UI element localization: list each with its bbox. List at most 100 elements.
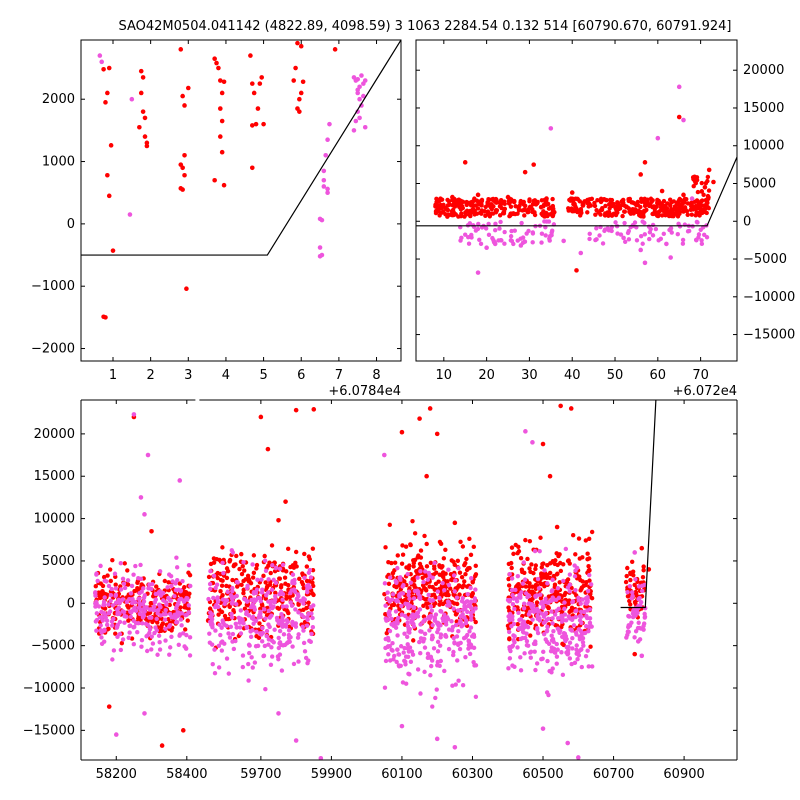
magenta-point	[556, 606, 561, 612]
magenta-point	[625, 230, 631, 236]
magenta-point	[555, 647, 560, 652]
magenta-point	[453, 578, 458, 583]
magenta-point	[668, 255, 673, 260]
magenta-point	[127, 596, 132, 602]
magenta-point	[523, 591, 529, 596]
magenta-point	[562, 631, 568, 636]
magenta-point	[398, 663, 403, 669]
red-point	[615, 201, 621, 206]
magenta-point	[539, 231, 545, 236]
red-point	[249, 165, 255, 171]
red-point	[283, 581, 288, 586]
red-point	[505, 623, 511, 629]
magenta-point	[258, 609, 263, 615]
magenta-point	[581, 643, 586, 648]
red-point	[182, 153, 187, 158]
red-point	[628, 602, 633, 607]
magenta-point	[506, 666, 511, 671]
magenta-point	[262, 643, 268, 649]
magenta-point	[559, 650, 564, 655]
red-point	[622, 209, 627, 214]
red-point	[631, 211, 636, 216]
red-point	[511, 211, 516, 216]
red-point	[421, 603, 426, 609]
red-point	[148, 600, 154, 606]
magenta-point	[321, 168, 327, 174]
magenta-point	[277, 628, 283, 634]
magenta-point	[185, 596, 190, 601]
magenta-point	[466, 646, 471, 651]
magenta-point	[238, 625, 243, 630]
red-point	[310, 591, 315, 596]
magenta-point	[385, 644, 390, 650]
red-point	[250, 575, 256, 580]
red-point	[234, 553, 239, 559]
magenta-point	[241, 559, 246, 565]
magenta-point	[465, 599, 470, 604]
magenta-point	[291, 661, 297, 667]
magenta-point	[451, 652, 456, 658]
magenta-point	[219, 648, 225, 653]
red-point	[706, 188, 712, 193]
red-point	[506, 201, 512, 206]
magenta-point	[290, 644, 295, 649]
red-point	[702, 184, 708, 190]
magenta-point	[510, 593, 515, 598]
red-point	[254, 566, 259, 571]
red-point	[93, 584, 98, 589]
red-point	[180, 165, 185, 171]
red-point	[641, 568, 646, 573]
red-point	[479, 211, 484, 216]
red-point	[332, 47, 338, 52]
red-point	[224, 566, 230, 571]
red-point	[310, 567, 316, 573]
magenta-point	[512, 606, 517, 612]
red-point	[486, 196, 491, 202]
magenta-point	[110, 603, 116, 608]
red-point	[548, 205, 553, 210]
red-point	[216, 612, 221, 617]
magenta-point	[207, 631, 212, 636]
red-point	[293, 549, 299, 555]
magenta-point	[249, 597, 254, 603]
magenta-point	[574, 565, 580, 571]
magenta-point	[680, 237, 686, 243]
magenta-point	[465, 632, 470, 638]
magenta-point	[266, 608, 272, 614]
magenta-point	[221, 570, 226, 576]
magenta-point	[430, 633, 435, 638]
magenta-point	[113, 593, 118, 599]
magenta-point	[186, 610, 192, 615]
magenta-point	[125, 578, 131, 583]
magenta-point	[425, 651, 431, 657]
red-point	[180, 728, 186, 733]
magenta-point	[321, 184, 327, 189]
red-point	[137, 124, 142, 130]
magenta-point	[561, 578, 566, 584]
magenta-point	[400, 591, 406, 596]
magenta-point	[122, 585, 128, 591]
magenta-point	[111, 648, 117, 653]
magenta-point	[94, 572, 99, 577]
magenta-point	[279, 668, 285, 673]
magenta-point	[178, 596, 184, 602]
magenta-point	[163, 612, 168, 617]
red-point	[558, 403, 563, 409]
magenta-point	[675, 232, 680, 237]
magenta-point	[310, 615, 315, 621]
magenta-point	[355, 76, 361, 82]
magenta-point	[226, 671, 232, 676]
magenta-point	[93, 591, 98, 596]
red-point	[433, 204, 438, 209]
x-tick-label: 50	[607, 368, 624, 383]
magenta-point	[248, 629, 253, 634]
panel-top-right: 10 20 30 40 50 60 70 −15000 −10000 −5000 0 5000 1000…	[415, 39, 795, 399]
red-point	[589, 529, 595, 535]
red-point	[539, 565, 545, 570]
magenta-point	[552, 650, 558, 655]
magenta-point	[177, 633, 182, 638]
magenta-point	[541, 614, 547, 619]
red-point	[531, 198, 536, 204]
magenta-point	[382, 452, 387, 458]
red-point	[640, 574, 646, 580]
